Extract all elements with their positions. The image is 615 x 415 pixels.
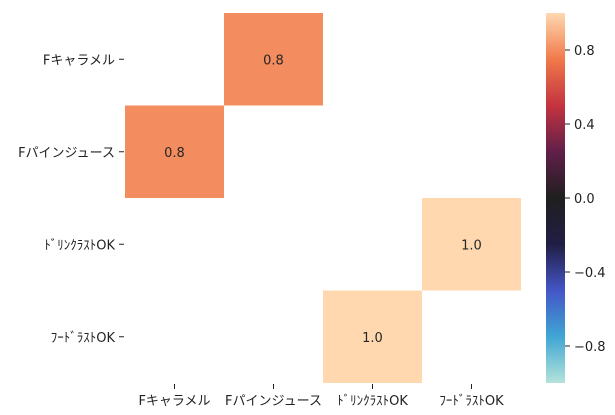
y-tick-label: Fキャラメル	[43, 53, 115, 68]
x-tick-label: ﾌｰﾄﾞﾗｽﾄOK	[439, 394, 504, 409]
colorbar: −0.8 −0.4 0.0 0.4 0.8	[546, 13, 606, 383]
colorbar-tick-label: −0.4	[574, 266, 606, 281]
x-tick-label: Fキャラメル	[138, 394, 210, 409]
heatmap-cell-labels: 0.8 0.8 1.0 1.0	[164, 53, 482, 346]
cell-value-label: 1.0	[362, 331, 383, 346]
cell-value-label: 1.0	[461, 238, 482, 253]
heatmap-cell	[125, 105, 224, 198]
heatmap-cell	[224, 13, 323, 106]
cell-value-label: 0.8	[263, 53, 284, 68]
colorbar-gradient	[546, 13, 565, 383]
y-axis: Fキャラメル Fパインジュース ﾄﾞﾘﾝｸﾗｽﾄOK ﾌｰﾄﾞﾗｽﾄOK	[18, 53, 124, 346]
cell-value-label: 0.8	[164, 146, 185, 161]
y-tick-label: ﾌｰﾄﾞﾗｽﾄOK	[51, 331, 116, 346]
x-tick-label: ﾄﾞﾘﾝｸﾗｽﾄOK	[337, 394, 408, 409]
y-tick-label: Fパインジュース	[18, 146, 115, 161]
colorbar-tick-label: 0.4	[574, 118, 595, 133]
colorbar-tick-label: 0.0	[574, 192, 595, 207]
colorbar-tick-label: 0.8	[574, 44, 595, 59]
heatmap-cell	[323, 290, 422, 383]
heatmap-cell	[422, 198, 521, 291]
x-axis: Fキャラメル Fパインジュース ﾄﾞﾘﾝｸﾗｽﾄOK ﾌｰﾄﾞﾗｽﾄOK	[138, 384, 504, 409]
x-tick-label: Fパインジュース	[225, 394, 322, 409]
y-tick-label: ﾄﾞﾘﾝｸﾗｽﾄOK	[44, 238, 115, 253]
colorbar-tick-label: −0.8	[574, 340, 606, 355]
heatmap-cells	[125, 13, 521, 383]
